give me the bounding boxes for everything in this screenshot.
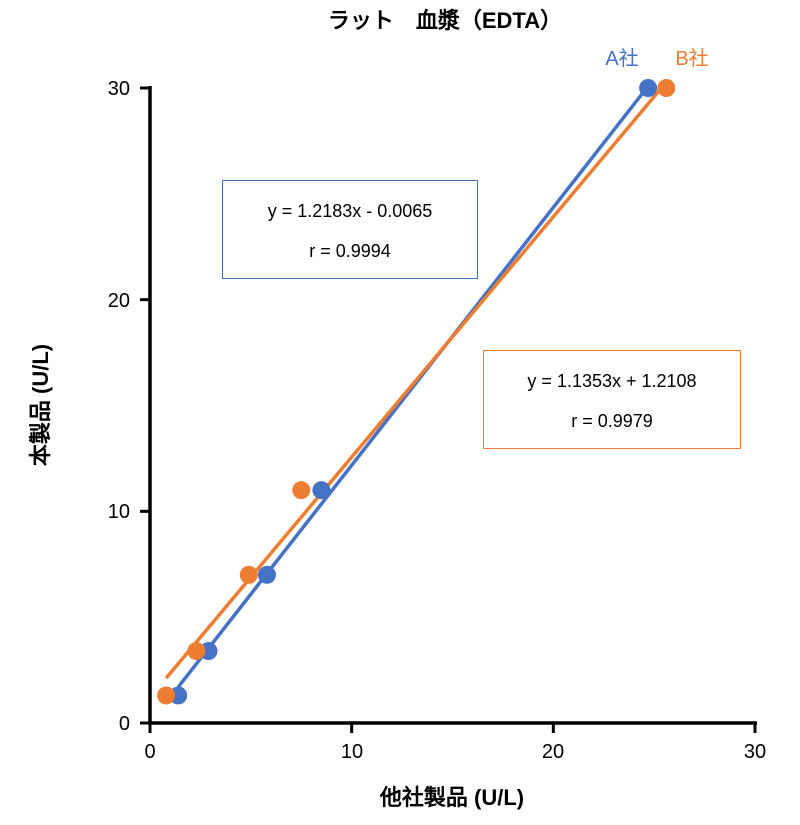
y-tick-label: 30	[108, 78, 130, 100]
x-tick-label: 30	[744, 741, 766, 763]
equation-b: y = 1.1353x + 1.2108	[527, 371, 697, 391]
data-point-series-0	[312, 481, 331, 500]
equation-box-series-b: y = 1.1353x + 1.2108 r = 0.9979	[483, 350, 741, 449]
chart-title: ラット 血漿（EDTA）	[328, 8, 562, 33]
data-point-series-0	[639, 79, 658, 97]
x-tick-label: 0	[144, 741, 155, 763]
data-point-series-1	[239, 565, 258, 584]
data-point-series-1	[157, 686, 176, 705]
equation-a: y = 1.2183x - 0.0065	[267, 201, 433, 221]
r-value-a: r = 0.9994	[309, 241, 391, 261]
equation-box-series-a: y = 1.2183x - 0.0065 r = 0.9994	[222, 180, 478, 279]
data-point-series-1	[657, 79, 676, 97]
trendline-series-0	[176, 85, 650, 689]
x-tick-label: 20	[542, 741, 564, 763]
x-axis-label: 他社製品 (U/L)	[379, 785, 524, 810]
r-value-b: r = 0.9979	[571, 411, 653, 431]
y-tick-label: 20	[108, 290, 130, 312]
y-axis-label: 本製品 (U/L)	[28, 344, 53, 466]
x-tick-label: 10	[341, 741, 363, 763]
data-point-series-1	[187, 642, 206, 661]
y-tick-label: 10	[108, 501, 130, 523]
data-point-series-1	[292, 481, 311, 500]
data-point-series-0	[257, 565, 276, 584]
y-tick-label: 0	[119, 713, 130, 735]
legend-series-b: B社	[675, 47, 708, 70]
legend-series-a: A社	[605, 47, 638, 70]
